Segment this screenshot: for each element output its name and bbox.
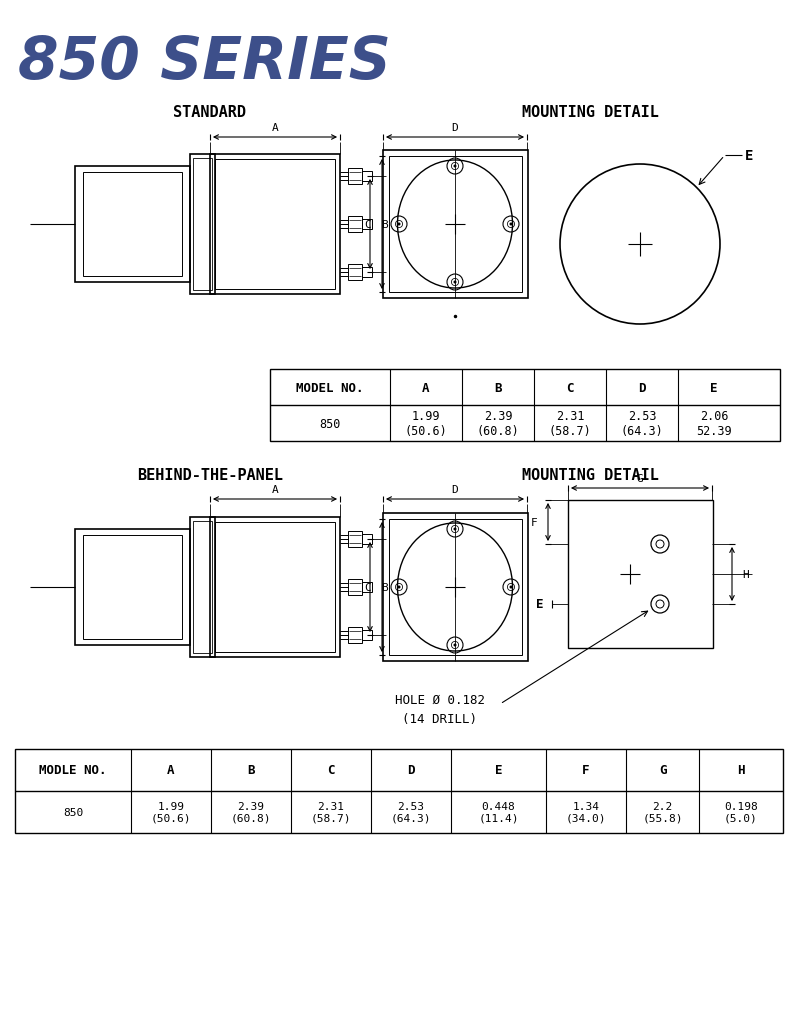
- Text: 1.34
(34.0): 1.34 (34.0): [566, 802, 606, 823]
- Bar: [215, 160, 335, 290]
- Text: 0.448
(11.4): 0.448 (11.4): [478, 802, 518, 823]
- Bar: [75, 167, 190, 283]
- Text: 2.31
(58.7): 2.31 (58.7): [549, 409, 591, 438]
- Text: MODLE NO.: MODLE NO.: [39, 763, 106, 776]
- Bar: [568, 500, 713, 648]
- Bar: [15, 749, 783, 833]
- Bar: [83, 173, 182, 277]
- Text: MOUNTING DETAIL: MOUNTING DETAIL: [522, 104, 658, 119]
- Bar: [190, 155, 215, 295]
- Bar: [389, 520, 522, 655]
- Text: D: D: [407, 763, 414, 776]
- Text: H: H: [742, 569, 750, 579]
- Text: E: E: [494, 763, 502, 776]
- Bar: [348, 532, 362, 548]
- Text: C: C: [365, 219, 371, 229]
- Text: STANDARD: STANDARD: [174, 104, 246, 119]
- Bar: [210, 518, 340, 657]
- Circle shape: [454, 166, 457, 169]
- Circle shape: [454, 528, 457, 531]
- Bar: [83, 536, 182, 639]
- Text: D: D: [452, 123, 458, 132]
- Text: G: G: [658, 763, 666, 776]
- Text: F: F: [582, 763, 590, 776]
- Text: 2.31
(58.7): 2.31 (58.7): [310, 802, 351, 823]
- Bar: [210, 155, 340, 295]
- Text: 850: 850: [63, 807, 83, 817]
- Text: E: E: [536, 598, 544, 611]
- Bar: [348, 265, 362, 281]
- Bar: [383, 151, 528, 298]
- Text: A: A: [272, 123, 278, 132]
- Bar: [362, 172, 372, 182]
- Text: 850 SERIES: 850 SERIES: [18, 33, 390, 90]
- Text: F: F: [530, 518, 538, 528]
- Bar: [362, 219, 372, 229]
- Text: B: B: [247, 763, 254, 776]
- Bar: [215, 523, 335, 652]
- Bar: [348, 579, 362, 595]
- Text: 850: 850: [319, 418, 341, 430]
- Bar: [75, 530, 190, 645]
- Bar: [362, 268, 372, 278]
- Text: A: A: [272, 484, 278, 494]
- Text: 2.2
(55.8): 2.2 (55.8): [642, 802, 682, 823]
- Text: 0.198
(5.0): 0.198 (5.0): [724, 802, 758, 823]
- Bar: [193, 159, 212, 291]
- Text: B: B: [381, 582, 387, 592]
- Text: 2.39
(60.8): 2.39 (60.8): [477, 409, 519, 438]
- Text: A: A: [167, 763, 174, 776]
- Text: H: H: [738, 763, 745, 776]
- Bar: [362, 582, 372, 592]
- Text: (14 DRILL): (14 DRILL): [402, 713, 478, 726]
- Bar: [383, 514, 528, 661]
- Circle shape: [510, 223, 513, 226]
- Bar: [362, 631, 372, 640]
- Bar: [190, 518, 215, 657]
- Text: C: C: [327, 763, 334, 776]
- Text: E: E: [710, 381, 718, 394]
- Text: G: G: [637, 473, 643, 483]
- Text: C: C: [365, 582, 371, 592]
- Bar: [348, 628, 362, 643]
- Text: 2.53
(64.3): 2.53 (64.3): [621, 409, 663, 438]
- Bar: [348, 216, 362, 233]
- Bar: [348, 169, 362, 185]
- Bar: [362, 535, 372, 545]
- Text: 1.99
(50.6): 1.99 (50.6): [405, 409, 447, 438]
- Text: 1.99
(50.6): 1.99 (50.6): [150, 802, 191, 823]
- Text: HOLE Ø 0.182: HOLE Ø 0.182: [395, 693, 485, 706]
- Text: 2.06
52.39: 2.06 52.39: [696, 409, 732, 438]
- Circle shape: [454, 644, 457, 647]
- Text: C: C: [566, 381, 574, 394]
- Bar: [270, 370, 780, 442]
- Text: B: B: [381, 219, 387, 229]
- Text: BEHIND-THE-PANEL: BEHIND-THE-PANEL: [137, 467, 283, 482]
- Bar: [389, 157, 522, 293]
- Circle shape: [510, 586, 513, 589]
- Circle shape: [454, 281, 457, 284]
- Text: B: B: [494, 381, 502, 394]
- Text: E: E: [744, 150, 753, 163]
- Text: MODEL NO.: MODEL NO.: [296, 381, 364, 394]
- Bar: [193, 522, 212, 653]
- Circle shape: [398, 223, 401, 226]
- Text: MOUNTING DETAIL: MOUNTING DETAIL: [522, 467, 658, 482]
- Circle shape: [398, 586, 401, 589]
- Text: A: A: [422, 381, 430, 394]
- Text: D: D: [452, 484, 458, 494]
- Text: 2.53
(64.3): 2.53 (64.3): [390, 802, 431, 823]
- Text: D: D: [638, 381, 646, 394]
- Text: 2.39
(60.8): 2.39 (60.8): [230, 802, 271, 823]
